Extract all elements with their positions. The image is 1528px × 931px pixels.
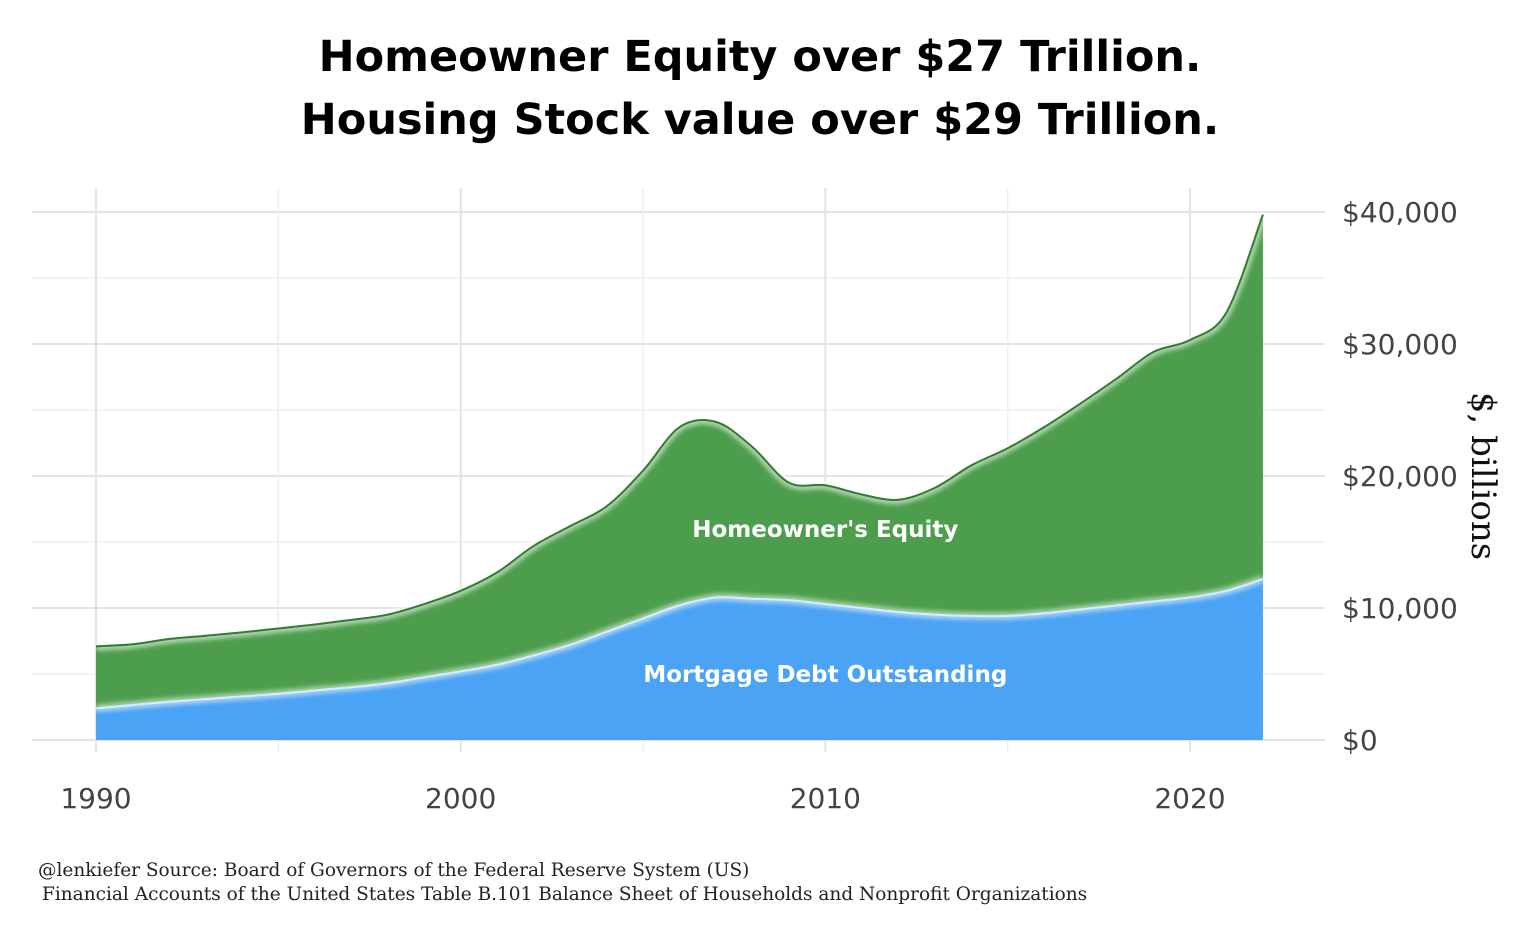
x-tick-label: 2010 [790, 782, 861, 815]
tick-layer: 1990 2000 2010 2020$0$10,000$20,000$30,000$… [60, 196, 1503, 815]
chart-title-line2: Housing Stock value over $29 Trillion. [300, 95, 1220, 145]
chart-title-line1: Homeowner Equity over $27 Trillion. [318, 32, 1202, 82]
x-tick-label: 2020 [1154, 782, 1225, 815]
equity-area-label: Homeowner's Equity [692, 517, 958, 543]
area-layer [95, 213, 1268, 740]
x-tick-label: 2000 [425, 782, 496, 815]
y-tick-label: $30,000 [1342, 328, 1458, 361]
equity-area [96, 214, 1263, 709]
mortgage-series-line [95, 578, 1264, 710]
x-tick-label: 1990 [60, 782, 131, 815]
y-tick-label: $10,000 [1342, 592, 1458, 625]
annotation-layer: Homeowner's Equity Mortgage Debt Outstand… [643, 517, 1007, 688]
source-line2: Financial Accounts of the United States … [42, 884, 1088, 905]
equity-series-line [95, 214, 1264, 648]
y-tick-label: $40,000 [1342, 196, 1458, 229]
y-tick-label: $20,000 [1342, 460, 1458, 493]
y-tick-label: $0 [1342, 724, 1378, 757]
y-axis-label: $, billions [1463, 392, 1503, 560]
source-line1: @lenkiefer Source: Board of Governors of… [38, 860, 750, 881]
mortgage-area-label: Mortgage Debt Outstanding [643, 662, 1007, 688]
